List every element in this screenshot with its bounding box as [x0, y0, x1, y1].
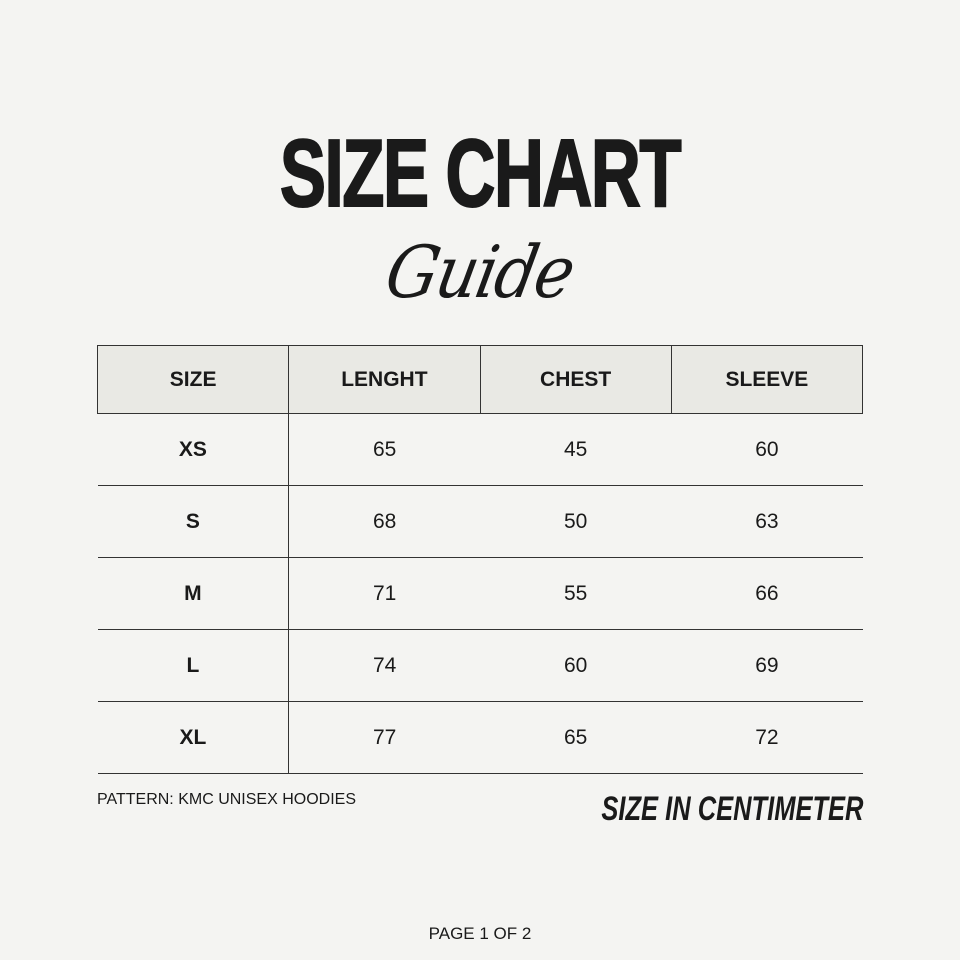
measurement-cell: 60 — [671, 413, 863, 486]
column-header: LENGHT — [288, 345, 481, 414]
measurement-cell: 77 — [288, 701, 480, 774]
measurement-cell: 69 — [671, 629, 863, 702]
column-header: SLEEVE — [670, 345, 864, 414]
measurement-cell: 65 — [288, 413, 480, 486]
page-title: SIZE CHART — [279, 120, 682, 227]
table-row: L 74 60 69 — [97, 629, 863, 702]
size-cell: S — [97, 485, 290, 558]
measurement-cell: 55 — [480, 557, 672, 630]
size-cell: XS — [97, 413, 290, 486]
measurement-cell: 68 — [288, 485, 480, 558]
size-table: SIZE LENGHT CHEST SLEEVE XS 65 45 60 S 68 50 63 M 71… — [96, 345, 864, 774]
table-row: S 68 50 63 — [97, 485, 863, 558]
measurement-cell: 65 — [480, 701, 672, 774]
table-row: XS 65 45 60 — [97, 413, 863, 486]
size-cell: L — [97, 629, 290, 702]
size-cell: M — [97, 557, 290, 630]
column-header: CHEST — [479, 345, 672, 414]
measurement-cell: 60 — [480, 629, 672, 702]
unit-note: SIZE IN CENTIMETER — [600, 790, 863, 828]
column-header: SIZE — [96, 345, 290, 414]
measurement-cell: 66 — [671, 557, 863, 630]
table-row: M 71 55 66 — [97, 557, 863, 630]
size-cell: XL — [97, 701, 290, 774]
measurement-cell: 45 — [480, 413, 672, 486]
table-row: XL 77 65 72 — [97, 701, 863, 774]
page-subtitle: Guide — [379, 230, 581, 314]
page-indicator: PAGE 1 OF 2 — [428, 924, 532, 943]
measurement-cell: 63 — [671, 485, 863, 558]
pattern-label: PATTERN: KMC UNISEX HOODIES — [97, 791, 356, 808]
table-header-row: SIZE LENGHT CHEST SLEEVE — [96, 345, 864, 414]
measurement-cell: 74 — [288, 629, 480, 702]
measurement-cell: 71 — [288, 557, 480, 630]
measurement-cell: 50 — [480, 485, 672, 558]
measurement-cell: 72 — [671, 701, 863, 774]
